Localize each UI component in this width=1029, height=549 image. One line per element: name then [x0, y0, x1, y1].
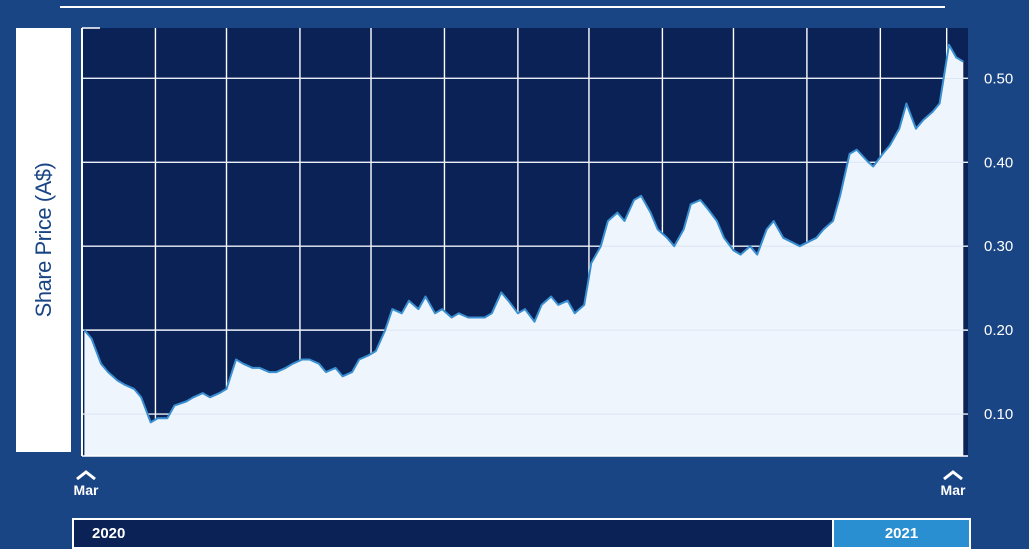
y-tick-label: 0.20	[984, 322, 1013, 339]
x-marker-start-label: Mar	[73, 482, 99, 498]
price-line	[83, 43, 964, 424]
caret-up-icon	[76, 470, 96, 480]
y-tick-label: 0.10	[984, 406, 1013, 423]
x-marker-end-label: Mar	[940, 482, 966, 498]
y-tick-label: 0.50	[984, 70, 1013, 87]
y-axis-label-box: Share Price (A$)	[16, 28, 71, 452]
x-marker-end: Mar	[933, 470, 973, 498]
caret-up-icon	[943, 470, 963, 480]
x-marker-start: Mar	[66, 470, 106, 498]
price-area	[84, 44, 964, 457]
year-label-2021: 2021	[884, 525, 919, 542]
top-rule	[60, 6, 945, 8]
year-band-2020: 2020	[72, 518, 834, 549]
year-label-2020: 2020	[92, 525, 126, 542]
y-tick-label: 0.30	[984, 238, 1013, 255]
y-tick-label: 0.40	[984, 154, 1013, 171]
year-band-2021: 2021	[832, 518, 971, 549]
